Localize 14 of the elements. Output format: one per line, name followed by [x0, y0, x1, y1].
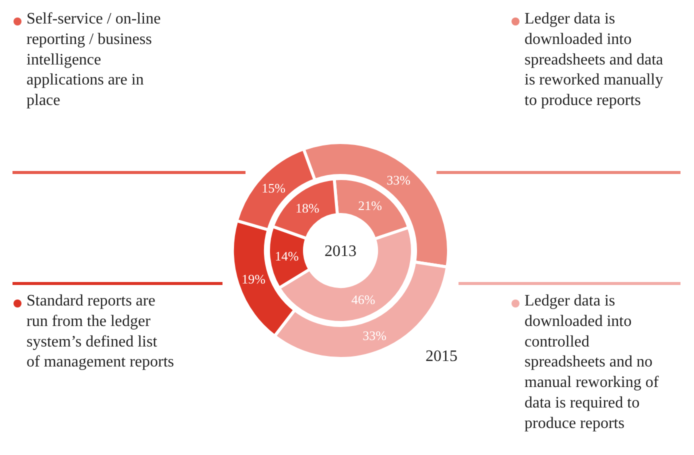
data-label: 46%: [351, 292, 376, 307]
data-label: 15%: [262, 180, 286, 196]
data-label: 19%: [242, 272, 266, 287]
legend-label: Ledger data is downloaded into controlled spreadsheets and no manual reworking of data is required to produce reports: [524, 292, 660, 432]
data-label: 21%: [358, 198, 382, 213]
data-label: 14%: [274, 248, 299, 264]
data-label: 18%: [296, 200, 320, 216]
data-label: 33%: [362, 328, 387, 343]
legend-label: Standard reports are run from the ledger system’s defined list of management reports: [26, 292, 174, 371]
slice-label: 2015: [426, 348, 458, 365]
data-label: 33%: [386, 172, 411, 188]
slice-label: 2013: [324, 243, 356, 260]
legend-label: Self-service / on-line reporting / business intelligence applications are in place: [26, 10, 161, 110]
legend-label: Ledger data is downloaded into spreadsheets and data is reworked manually to produce reports: [524, 10, 664, 110]
